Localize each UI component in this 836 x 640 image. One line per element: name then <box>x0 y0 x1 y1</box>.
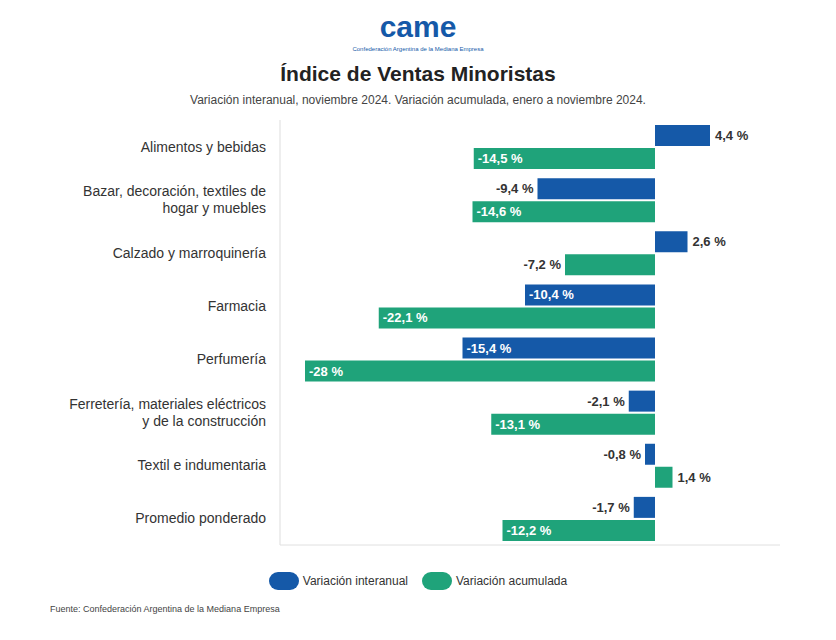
svg-text:-28 %: -28 % <box>309 364 343 379</box>
svg-text:-1,7 %: -1,7 % <box>592 500 630 515</box>
svg-text:4,4 %: 4,4 % <box>715 128 749 143</box>
svg-text:Textil e indumentaria: Textil e indumentaria <box>138 457 267 473</box>
svg-text:-7,2 %: -7,2 % <box>523 257 561 272</box>
svg-text:Perfumería: Perfumería <box>197 351 266 367</box>
svg-text:Farmacia: Farmacia <box>208 298 267 314</box>
svg-text:-14,5 %: -14,5 % <box>478 151 523 166</box>
svg-text:Promedio ponderado: Promedio ponderado <box>135 510 266 526</box>
svg-text:Bazar, decoración, textiles de: Bazar, decoración, textiles dehogar y mu… <box>83 183 266 216</box>
svg-text:-9,4 %: -9,4 % <box>496 181 534 196</box>
svg-text:Ferretería, materiales eléctri: Ferretería, materiales eléctricosy de la… <box>69 396 266 429</box>
svg-text:2,6 %: 2,6 % <box>693 234 727 249</box>
html-text:Índice de Ventas Minoristas: Índice de Ventas Minoristas <box>280 62 556 85</box>
svg-text:-0,8 %: -0,8 % <box>603 447 641 462</box>
svg-text:-2,1 %: -2,1 % <box>587 394 625 409</box>
html-text:Confederación Argentina de la: Confederación Argentina de la Mediana Em… <box>352 46 484 52</box>
svg-text:Alimentos y bebidas: Alimentos y bebidas <box>141 139 266 155</box>
svg-text:-12,2 %: -12,2 % <box>507 523 552 538</box>
svg-text:-22,1 %: -22,1 % <box>383 310 428 325</box>
svg-text:-10,4 %: -10,4 % <box>529 287 574 302</box>
svg-text:Calzado y marroquinería: Calzado y marroquinería <box>113 245 267 261</box>
svg-text:-15,4 %: -15,4 % <box>467 341 512 356</box>
html-text:Variación acumulada: Variación acumulada <box>456 574 568 588</box>
svg-text:-13,1 %: -13,1 % <box>495 417 540 432</box>
svg-text:-14,6 %: -14,6 % <box>477 204 522 219</box>
html-text:Variación interanual, noviembr: Variación interanual, noviembre 2024. Va… <box>190 93 646 107</box>
html-text:came: came <box>379 10 457 43</box>
svg-text:1,4 %: 1,4 % <box>678 470 712 485</box>
html-text:Fuente: Confederación Argentin: Fuente: Confederación Argentina de la Me… <box>50 604 280 614</box>
html-text:Variación interanual: Variación interanual <box>302 574 408 588</box>
